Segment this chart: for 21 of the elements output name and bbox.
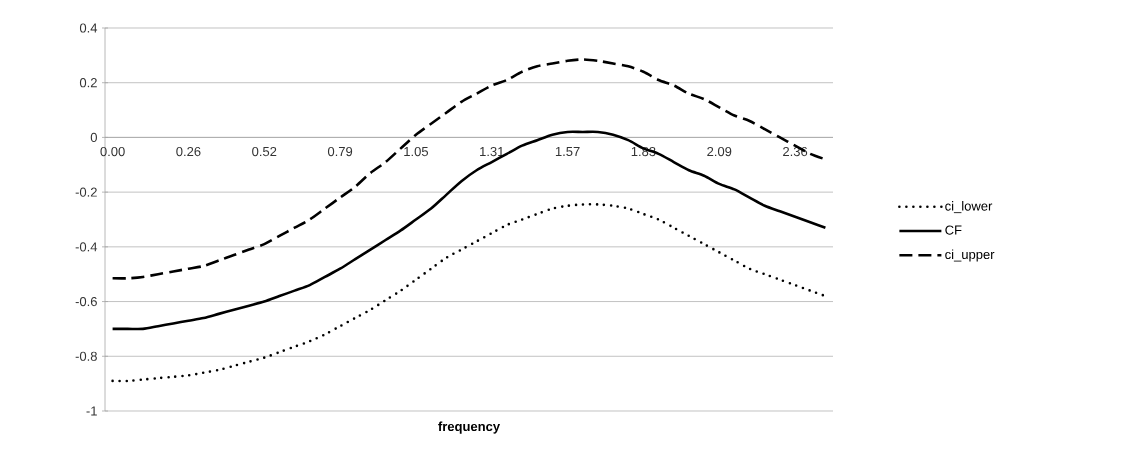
x-tick-label: 0.26 bbox=[176, 146, 201, 157]
legend-label: ci_upper bbox=[945, 249, 995, 262]
x-axis-title: frequency bbox=[438, 421, 501, 434]
x-tick-label: 0.79 bbox=[327, 146, 353, 157]
y-tick-label: 0.2 bbox=[79, 78, 97, 88]
y-tick-label: -0.8 bbox=[75, 351, 97, 361]
x-tick-label: 0.52 bbox=[252, 146, 277, 157]
y-tick-label: -0.4 bbox=[75, 242, 98, 252]
y-tick-label: -0.6 bbox=[75, 296, 97, 307]
x-tick-label: 1.57 bbox=[555, 146, 580, 157]
x-tick-label: 1.05 bbox=[404, 146, 429, 157]
line-series bbox=[111, 203, 827, 383]
y-tick-label: 0 bbox=[90, 132, 97, 143]
x-tick-label: 2.09 bbox=[707, 146, 732, 157]
y-tick-label: -1 bbox=[86, 406, 97, 416]
x-tick-label: 0.00 bbox=[100, 146, 125, 157]
legend-label: CF bbox=[945, 225, 962, 235]
x-tick-label: 1.31 bbox=[480, 146, 504, 157]
legend-label: ci_lower bbox=[945, 201, 993, 214]
y-tick-label: -0.2 bbox=[75, 187, 97, 197]
y-tick-label: 0.4 bbox=[79, 23, 98, 33]
